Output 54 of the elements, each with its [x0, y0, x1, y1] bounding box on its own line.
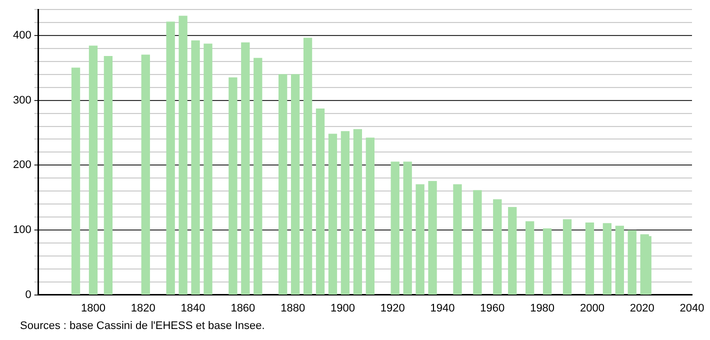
bar	[473, 190, 482, 295]
bar	[390, 162, 400, 295]
bar	[615, 226, 624, 295]
x-tick-label: 2040	[680, 302, 704, 314]
bar	[366, 138, 374, 295]
bar	[241, 42, 250, 295]
bar	[562, 219, 572, 295]
x-tick-label: 1920	[380, 302, 405, 314]
bar	[178, 16, 188, 295]
x-tick-label: 1860	[230, 302, 256, 314]
bar	[71, 68, 80, 295]
x-tick-label: 1900	[330, 302, 355, 314]
bar	[278, 74, 288, 295]
bar	[428, 181, 437, 295]
x-tick-label: 1880	[280, 302, 306, 314]
bar	[353, 129, 362, 295]
bar	[542, 228, 552, 295]
x-tick-label: 1840	[180, 302, 206, 314]
y-tick-label: 400	[12, 30, 32, 42]
x-tick-label: 1940	[430, 302, 455, 314]
bar	[453, 184, 462, 295]
y-tick-label: 300	[12, 94, 32, 106]
bar	[416, 184, 424, 295]
source-note: Sources : base Cassini de l'EHESS et base Insee.	[20, 320, 265, 332]
y-tick-label: 200	[12, 159, 32, 172]
bar	[328, 134, 338, 295]
bar	[628, 230, 636, 295]
bar	[303, 38, 312, 295]
bar	[340, 131, 350, 295]
y-tick-label: 0	[25, 288, 32, 301]
bar	[403, 162, 412, 295]
bar	[88, 46, 98, 295]
bar	[642, 236, 652, 295]
bar	[254, 58, 262, 295]
x-tick-label: 1820	[130, 302, 156, 314]
bar	[290, 74, 300, 295]
bar	[228, 77, 238, 295]
bar	[141, 54, 150, 295]
x-tick-label: 1960	[480, 302, 505, 314]
bar	[526, 221, 534, 295]
x-tick-label: 2020	[630, 302, 654, 314]
bar	[316, 108, 325, 295]
x-tick-label: 2000	[580, 302, 604, 314]
x-tick-label: 1980	[530, 302, 555, 314]
bar	[104, 56, 113, 295]
y-tick-label: 100	[12, 224, 32, 236]
x-tick-label: 1800	[80, 302, 106, 314]
bar	[602, 223, 612, 295]
bar	[585, 222, 594, 295]
bar	[191, 40, 200, 295]
bar	[204, 44, 212, 295]
bar	[508, 206, 517, 295]
bar	[166, 22, 175, 295]
bar	[493, 199, 502, 295]
